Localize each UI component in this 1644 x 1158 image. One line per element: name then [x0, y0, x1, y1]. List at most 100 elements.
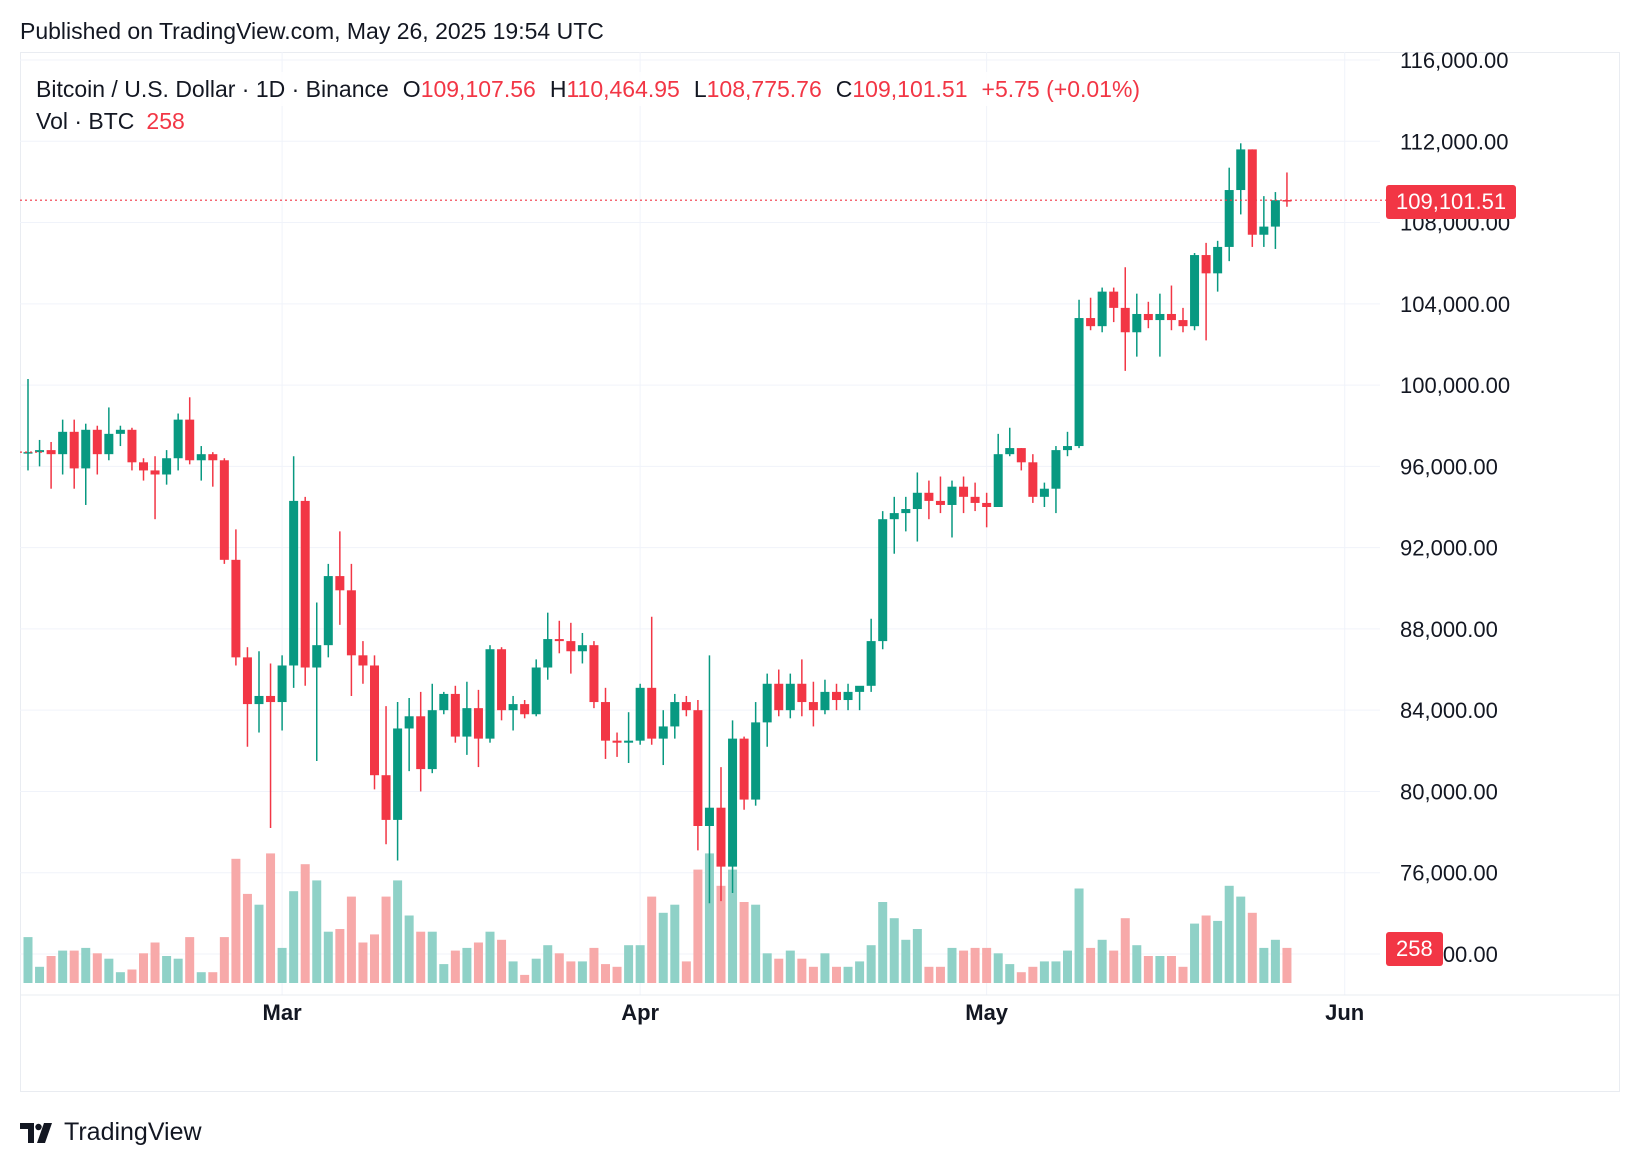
volume-bar	[323, 931, 333, 983]
volume-bar	[647, 896, 657, 983]
y-tick-label: 88,000.00	[1400, 617, 1498, 642]
volume-bar	[370, 934, 379, 983]
candle-body	[427, 710, 437, 770]
candle-body	[23, 452, 33, 454]
candle-body	[312, 645, 322, 668]
candle-body	[843, 691, 853, 701]
volume-bar	[416, 931, 426, 983]
candle-body	[704, 807, 714, 826]
volume-bar	[797, 958, 807, 983]
volume-bar	[901, 939, 911, 983]
candle-body	[404, 716, 414, 729]
volume-bar	[1039, 961, 1049, 983]
volume-bar	[1190, 923, 1200, 983]
volume-bar	[739, 902, 749, 983]
candle-body	[92, 429, 102, 455]
candle-body	[1016, 448, 1026, 463]
candle-body	[46, 450, 56, 455]
candle-body	[439, 693, 449, 711]
candle-body	[323, 576, 333, 646]
chart-frame[interactable]	[20, 52, 1620, 1092]
candle-body	[450, 693, 460, 737]
candle-body	[485, 649, 495, 739]
volume-bar	[577, 961, 587, 983]
candle-body	[808, 702, 818, 711]
candle-body	[1270, 200, 1280, 227]
volume-bar	[196, 972, 206, 983]
volume-bar	[473, 942, 483, 983]
candle-body	[554, 639, 564, 642]
volume-bar	[658, 912, 668, 983]
volume-bar	[404, 915, 414, 983]
volume-bar	[1097, 939, 1107, 983]
volume-bar	[889, 918, 899, 983]
close-label: C	[835, 76, 853, 102]
volume-bar	[427, 931, 437, 983]
volume-bar	[1259, 947, 1269, 983]
brand-name: TradingView	[64, 1118, 202, 1146]
volume-bar	[924, 966, 934, 983]
volume-bar	[485, 931, 495, 983]
candle-body	[473, 708, 483, 739]
candle-body	[635, 687, 645, 741]
volume-bar	[1178, 966, 1188, 983]
volume-bar	[531, 958, 541, 983]
candle-body	[924, 492, 934, 501]
volume-bar	[300, 864, 310, 983]
candle-body	[658, 726, 668, 739]
candle-body	[1190, 255, 1200, 327]
candle-body	[797, 683, 807, 703]
candle-body	[1201, 255, 1211, 274]
volume-layer	[23, 853, 1292, 983]
tradingview-logo[interactable]: TradingView	[20, 1118, 202, 1147]
volume-bar	[1132, 945, 1142, 983]
open-value: 109,107.56	[420, 76, 536, 102]
y-tick-label: 92,000.00	[1400, 536, 1498, 561]
volume-bar	[23, 937, 33, 983]
volume-bar	[808, 966, 818, 983]
x-tick-label: May	[965, 1000, 1009, 1025]
candle-body	[531, 667, 541, 715]
candle-body	[589, 645, 599, 703]
volume-label[interactable]: Vol · BTC	[36, 108, 135, 134]
candle-body	[566, 641, 576, 652]
volume-bar	[266, 853, 276, 983]
candle-body	[35, 450, 45, 453]
candle-body	[1282, 200, 1292, 202]
volume-bar	[115, 972, 125, 983]
low-value: 108,775.76	[706, 76, 822, 102]
volume-bar	[46, 956, 56, 983]
volume-bar	[728, 869, 738, 983]
candle-body	[1259, 226, 1269, 235]
volume-bar	[219, 937, 229, 983]
candle-body	[381, 775, 391, 820]
volume-bar	[1086, 947, 1096, 983]
volume-bar	[1236, 896, 1246, 983]
candle-body	[69, 431, 79, 469]
candle-layer	[20, 143, 1386, 904]
y-tick-label: 96,000.00	[1400, 454, 1498, 479]
volume-bar	[439, 964, 449, 983]
candle-body	[1097, 291, 1107, 327]
x-tick-label: Mar	[263, 1000, 303, 1025]
volume-bar	[624, 945, 634, 983]
volume-bar	[346, 896, 356, 983]
candle-body	[127, 429, 137, 463]
candle-body	[739, 738, 749, 800]
symbol-title[interactable]: Bitcoin / U.S. Dollar · 1D · Binance	[36, 76, 389, 102]
volume-bar	[601, 964, 610, 983]
tradingview-logo-icon	[20, 1122, 52, 1143]
candle-body	[358, 655, 368, 666]
volume-bar	[935, 966, 945, 983]
volume-bar	[1016, 972, 1026, 983]
volume-bar	[358, 942, 368, 983]
candle-body	[346, 590, 356, 656]
volume-bar	[450, 950, 460, 983]
candle-body	[1039, 488, 1049, 497]
volume-bar	[635, 945, 645, 983]
volume-bar	[704, 853, 714, 983]
candle-body	[751, 722, 761, 800]
candle-body	[497, 649, 507, 711]
candle-body	[1028, 462, 1038, 497]
